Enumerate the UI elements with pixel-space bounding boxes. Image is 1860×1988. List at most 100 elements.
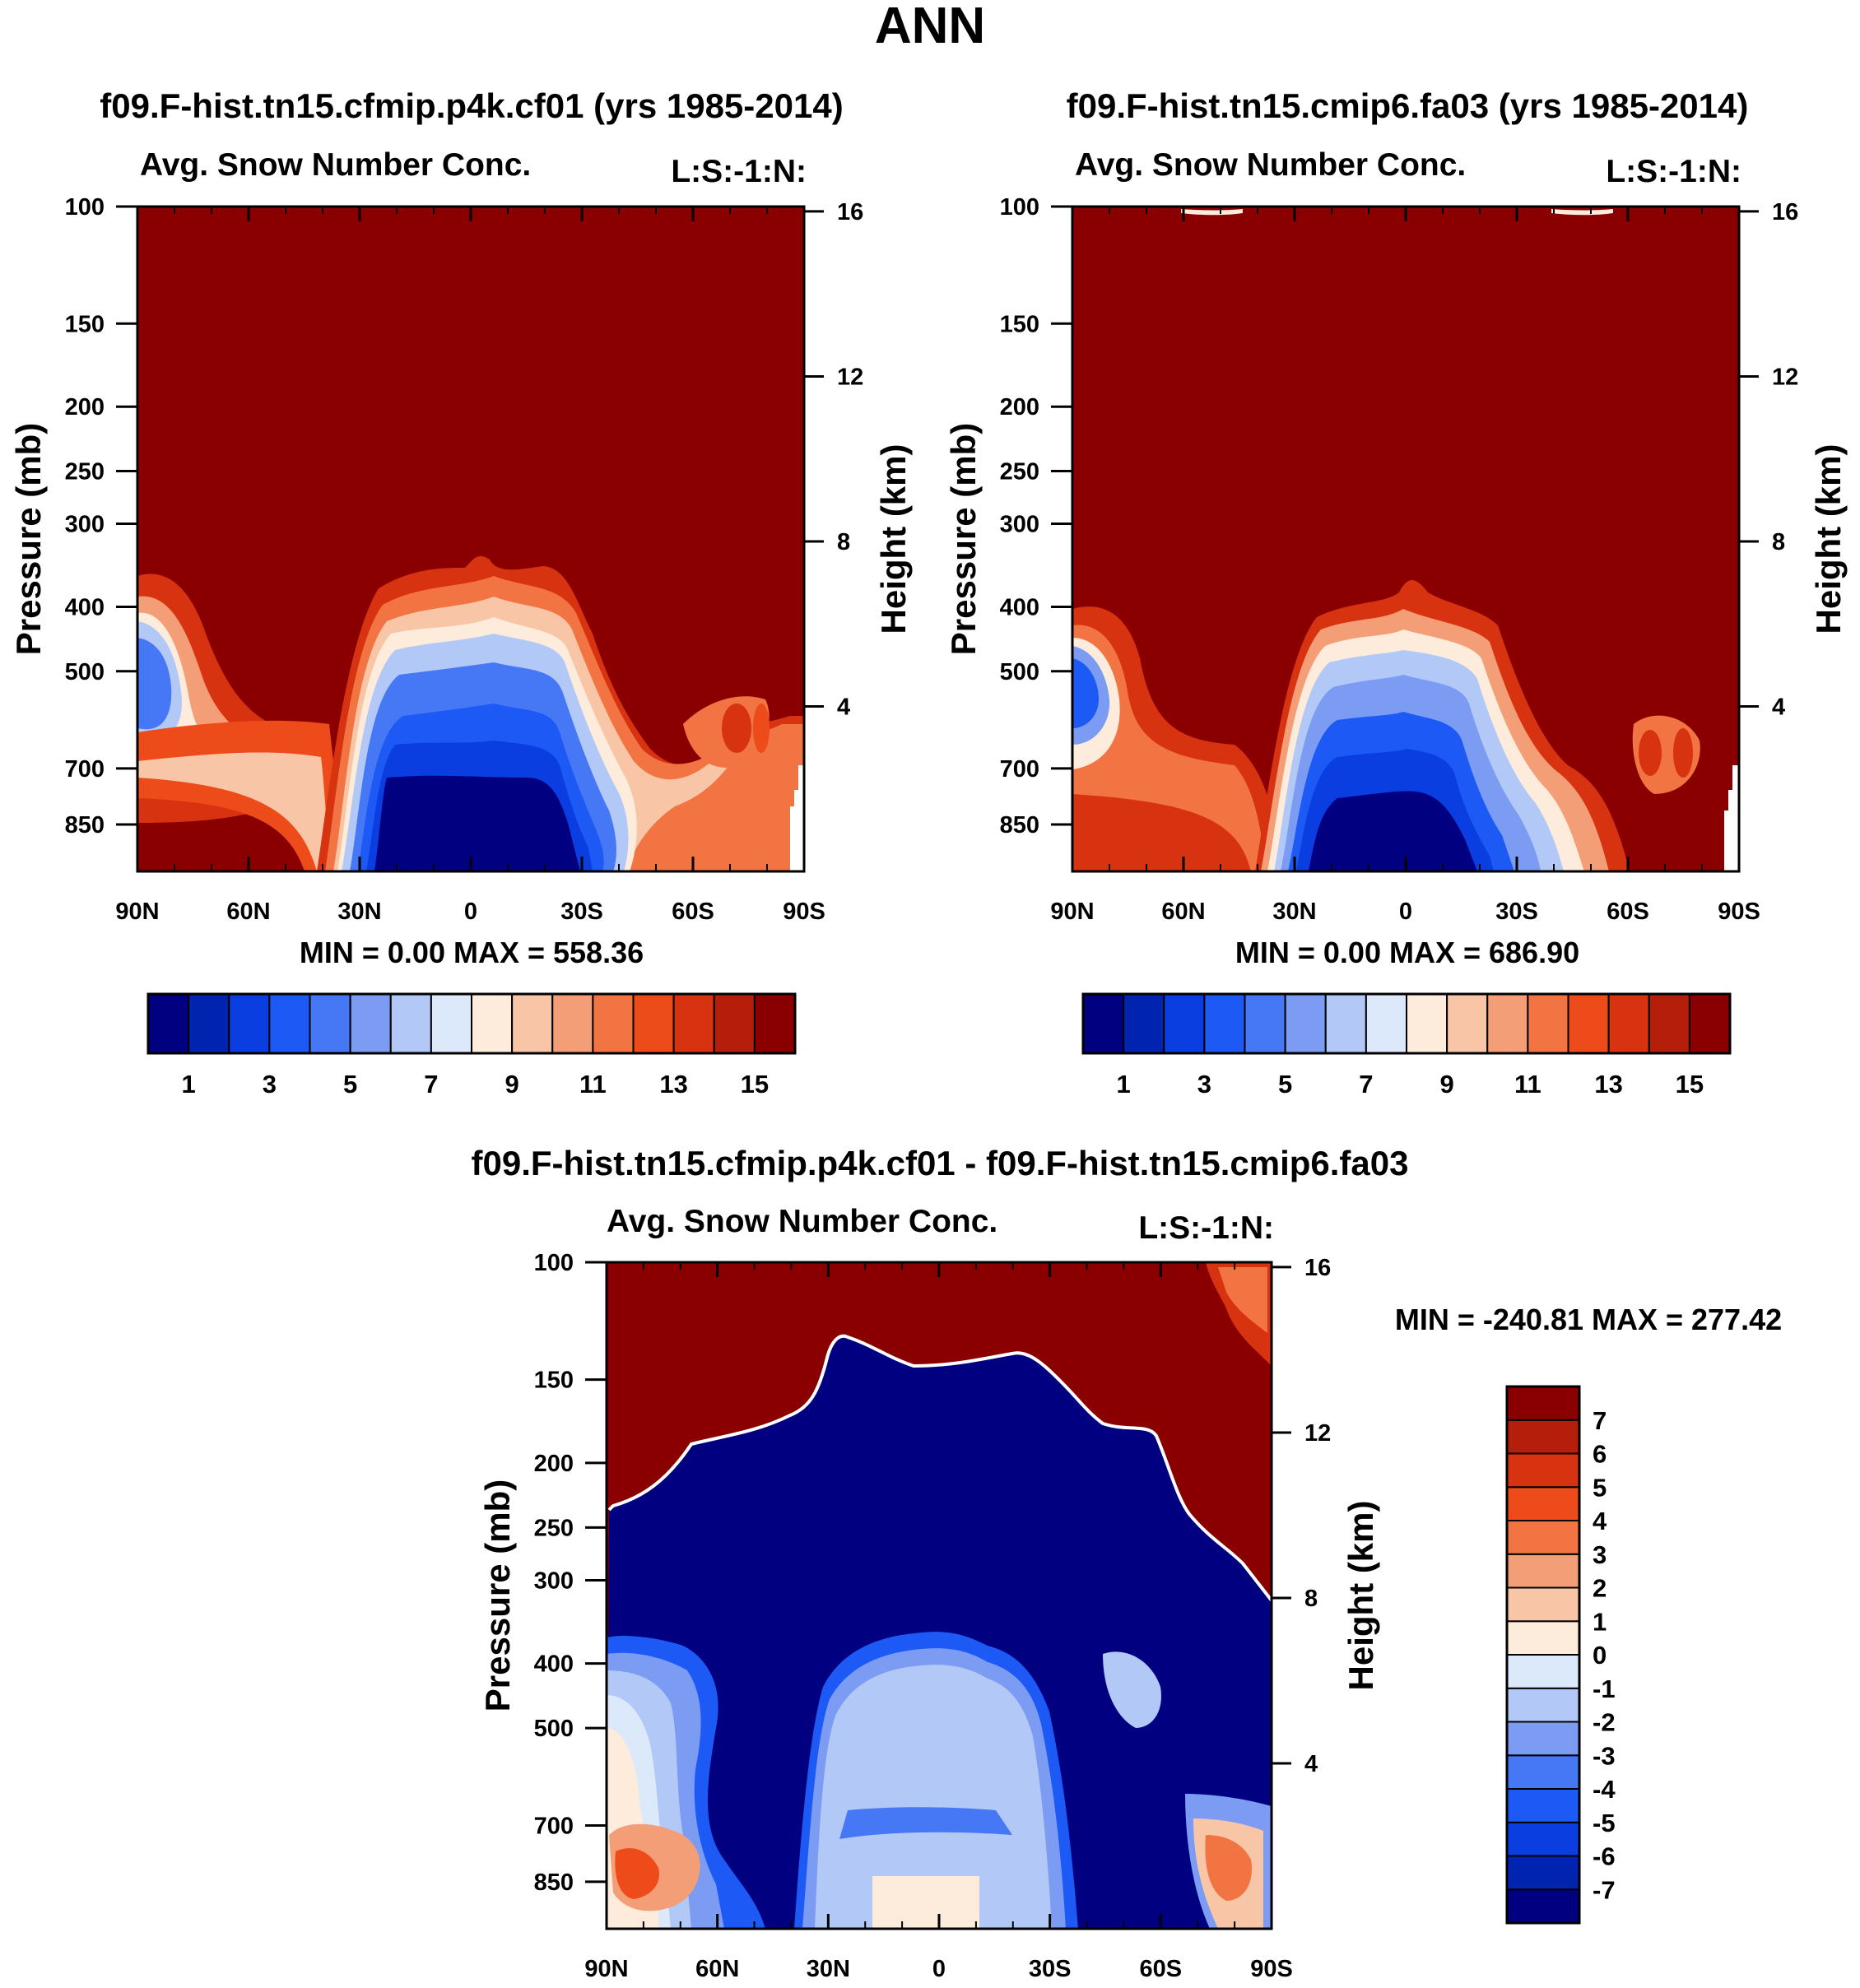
colorbar-box bbox=[1486, 993, 1529, 1054]
contour-band bbox=[1181, 209, 1243, 216]
x-tick-label: 60S bbox=[672, 899, 714, 925]
panel-title: f09.F-hist.tn15.cfmip.p4k.cf01 - f09.F-h… bbox=[472, 1144, 1409, 1182]
colorbar-box bbox=[1506, 1553, 1580, 1589]
y-tick-label: 250 bbox=[65, 459, 105, 485]
colorbar-box bbox=[1506, 1654, 1580, 1689]
y-tick-label: 300 bbox=[1000, 512, 1039, 538]
x-tick-label: 30N bbox=[807, 1956, 850, 1982]
x-tick-label: 30S bbox=[1029, 1956, 1072, 1982]
colorbar-frame bbox=[146, 992, 797, 1055]
colorbar-box bbox=[1527, 993, 1569, 1054]
colorbar-box bbox=[1506, 1586, 1580, 1623]
colorbar-box bbox=[632, 993, 675, 1054]
colorbar-label: -7 bbox=[1593, 1875, 1616, 1904]
y-tick-label: 200 bbox=[65, 394, 105, 420]
x-tick-label: 30N bbox=[1272, 899, 1316, 925]
contour-band bbox=[1551, 209, 1613, 216]
x-tick-label: 0 bbox=[464, 899, 477, 925]
x-tick-label: 90S bbox=[783, 899, 825, 925]
colorbar-box bbox=[1506, 1888, 1580, 1924]
y-tick-label: 500 bbox=[65, 659, 105, 685]
colorbar-label: 5 bbox=[1278, 1070, 1292, 1099]
y2-axis-label: Height (km) bbox=[874, 444, 913, 634]
y2-tick-label: 4 bbox=[1772, 694, 1785, 720]
colorbar-frame bbox=[1505, 1385, 1581, 1925]
x-tick-label: 90S bbox=[1718, 899, 1760, 925]
colorbar-label: 13 bbox=[659, 1070, 687, 1099]
y2-axis-label: Height (km) bbox=[1342, 1501, 1380, 1691]
contour-band bbox=[1309, 791, 1477, 871]
contour-line bbox=[607, 1334, 1272, 1602]
colorbar-box bbox=[1506, 1821, 1580, 1857]
x-tick-label: 30S bbox=[560, 899, 603, 925]
colorbar-box bbox=[511, 993, 554, 1054]
y-tick-label: 500 bbox=[1000, 659, 1039, 685]
colorbar-label: 13 bbox=[1594, 1070, 1622, 1099]
contour-band bbox=[1673, 728, 1693, 778]
y2-tick-label: 12 bbox=[837, 364, 863, 390]
colorbar-box bbox=[1284, 993, 1327, 1054]
y-tick-label: 400 bbox=[65, 594, 105, 620]
season-label: L:S:-1:N: bbox=[1606, 154, 1741, 189]
colorbar-label: 7 bbox=[1593, 1406, 1607, 1435]
panel-title: f09.F-hist.tn15.cfmip.p4k.cf01 (yrs 1985… bbox=[100, 86, 843, 125]
colorbar: 1 3 5 7 9 11 13 15 bbox=[146, 992, 797, 1099]
panel-title: f09.F-hist.tn15.cmip6.fa03 (yrs 1985-201… bbox=[1067, 86, 1749, 125]
colorbar-label: 9 bbox=[1440, 1070, 1454, 1099]
colorbar-box bbox=[309, 993, 351, 1054]
stats-label: MIN = -240.81 MAX = 277.42 bbox=[1395, 1303, 1782, 1336]
x-tick-label: 0 bbox=[932, 1956, 946, 1982]
colorbar-label: 11 bbox=[1514, 1070, 1541, 1099]
colorbar-label: -2 bbox=[1593, 1708, 1616, 1737]
colorbar-box bbox=[551, 993, 594, 1054]
y-tick-label: 700 bbox=[534, 1814, 574, 1840]
y2-tick-label: 16 bbox=[1304, 1255, 1331, 1281]
y2-tick-label: 16 bbox=[837, 199, 863, 225]
y2-tick-label: 16 bbox=[1772, 199, 1798, 225]
y-tick-label: 850 bbox=[65, 812, 105, 838]
colorbar-box bbox=[1506, 1687, 1580, 1723]
contour-band bbox=[1072, 658, 1099, 728]
colorbar-box bbox=[147, 993, 190, 1054]
colorbar-box bbox=[188, 993, 230, 1054]
contour-band bbox=[815, 1665, 1052, 1929]
contour-field bbox=[137, 207, 804, 871]
colorbar-box bbox=[1324, 993, 1367, 1054]
contour-band bbox=[753, 704, 770, 753]
colorbar-box bbox=[1506, 1486, 1580, 1521]
x-tick-label: 60N bbox=[695, 1956, 739, 1982]
x-tick-label: 60N bbox=[1161, 899, 1205, 925]
colorbar-label: -3 bbox=[1593, 1741, 1616, 1770]
colorbar-box bbox=[1123, 993, 1165, 1054]
colorbar: 7 6 5 4 3 2 1 0 -1 -2 -3 -4 -5 -6 -7 bbox=[1505, 1385, 1616, 1925]
y-tick-label: 400 bbox=[1000, 594, 1039, 620]
colorbar-box bbox=[1567, 993, 1610, 1054]
colorbar-label: 6 bbox=[1593, 1440, 1607, 1469]
colorbar-label: 9 bbox=[505, 1070, 519, 1099]
colorbar-box bbox=[228, 993, 271, 1054]
contour-field bbox=[1072, 207, 1739, 871]
colorbar-box bbox=[1163, 993, 1206, 1054]
missing-data bbox=[1724, 765, 1739, 871]
stats-label: MIN = 0.00 MAX = 558.36 bbox=[300, 936, 644, 969]
stats-label: MIN = 0.00 MAX = 686.90 bbox=[1235, 936, 1579, 969]
x-tick-label: 60S bbox=[1140, 1956, 1183, 1982]
variable-label: Avg. Snow Number Conc. bbox=[1075, 147, 1466, 183]
x-tick-label: 90N bbox=[584, 1956, 628, 1982]
axes: 90N 60N 30N 0 30S 60S 90S 100 150 200 250 300 400 500… bbox=[944, 194, 1848, 925]
panel-cf01: f09.F-hist.tn15.cfmip.p4k.cf01 (yrs 1985… bbox=[9, 86, 913, 925]
y-tick-label: 250 bbox=[534, 1515, 574, 1541]
colorbar-label: 3 bbox=[1593, 1540, 1607, 1569]
colorbar-box bbox=[1406, 993, 1448, 1054]
x-tick-label: 30N bbox=[337, 899, 381, 925]
contour-band bbox=[1205, 1835, 1252, 1901]
contour-band bbox=[137, 638, 172, 730]
colorbar-box bbox=[1506, 1754, 1580, 1790]
y-tick-label: 200 bbox=[1000, 394, 1039, 420]
colorbar-label: 1 bbox=[1117, 1070, 1131, 1099]
y2-tick-label: 4 bbox=[837, 694, 850, 720]
colorbar-label: 7 bbox=[424, 1070, 438, 1099]
y2-tick-label: 8 bbox=[1772, 529, 1785, 555]
x-tick-label: 0 bbox=[1399, 899, 1412, 925]
y-tick-label: 700 bbox=[1000, 756, 1039, 783]
